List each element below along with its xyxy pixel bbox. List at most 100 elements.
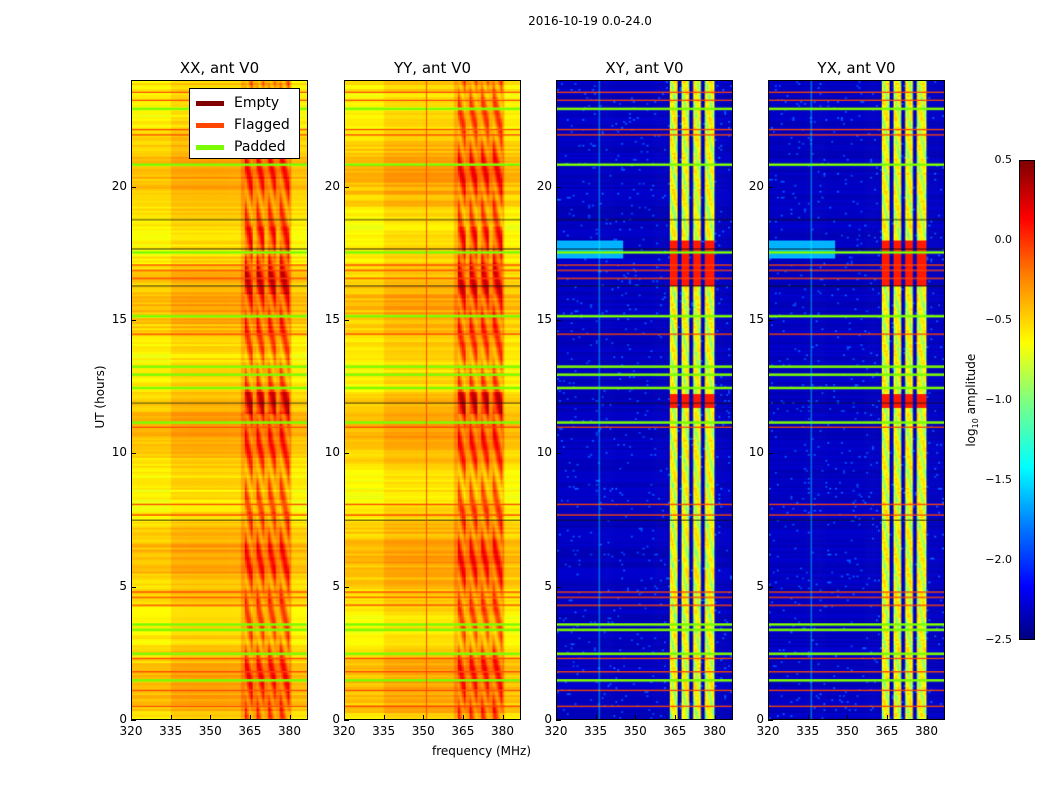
x-tick-label: 350 bbox=[411, 724, 435, 738]
y-tick-mark bbox=[131, 586, 136, 588]
heatmap-xx bbox=[132, 81, 307, 719]
x-tick-mark bbox=[462, 715, 464, 720]
x-tick-label: 380 bbox=[278, 724, 301, 738]
y-tick-label: 20 bbox=[536, 178, 552, 193]
y-tick-label: 5 bbox=[332, 578, 340, 593]
panel-yx: YX, ant V0 bbox=[768, 59, 945, 720]
legend: Empty Flagged Padded bbox=[189, 88, 300, 159]
panel-yy: YY, ant V0 bbox=[344, 59, 521, 720]
y-tick-mark bbox=[131, 186, 136, 188]
x-tick-mark bbox=[556, 715, 557, 720]
colorbar-tick-label: 0.5 bbox=[994, 153, 1013, 166]
legend-swatch bbox=[196, 144, 224, 150]
x-tick-mark bbox=[502, 715, 504, 720]
x-tick-label: 350 bbox=[835, 724, 859, 738]
x-tick-label: 335 bbox=[584, 724, 608, 738]
panel-title: YY, ant V0 bbox=[393, 59, 471, 77]
y-tick-label: 10 bbox=[748, 445, 764, 460]
y-tick-label: 15 bbox=[111, 312, 127, 326]
y-tick-mark bbox=[556, 720, 561, 721]
x-tick-mark bbox=[635, 715, 637, 720]
legend-swatch bbox=[196, 122, 224, 128]
y-tick-label: 20 bbox=[748, 178, 764, 193]
legend-item-padded: Padded bbox=[196, 136, 299, 158]
x-tick-mark bbox=[210, 715, 212, 720]
y-tick-label: 20 bbox=[324, 178, 340, 193]
x-tick-label: 380 bbox=[491, 724, 514, 738]
x-tick-label: 365 bbox=[238, 724, 262, 738]
y-tick-label: 5 bbox=[119, 578, 127, 593]
y-tick-mark bbox=[768, 586, 773, 588]
x-tick-label: 335 bbox=[372, 724, 396, 738]
panel-title: YX, ant V0 bbox=[817, 59, 896, 77]
y-axis-label: UT (hours) bbox=[93, 365, 107, 429]
x-tick-mark bbox=[249, 715, 251, 720]
x-tick-mark bbox=[674, 715, 676, 720]
x-tick-mark bbox=[847, 715, 849, 720]
y-tick-label: 15 bbox=[748, 312, 764, 326]
x-axis-label: frequency (MHz) bbox=[432, 744, 532, 758]
y-tick-label: 15 bbox=[324, 312, 340, 326]
y-tick-mark bbox=[556, 320, 561, 321]
y-tick-mark bbox=[556, 186, 561, 188]
y-tick-mark bbox=[556, 453, 561, 455]
x-tick-label: 320 bbox=[119, 724, 143, 738]
y-tick-label: 0 bbox=[119, 712, 127, 726]
x-tick-mark bbox=[131, 715, 132, 720]
x-tick-mark bbox=[383, 715, 385, 720]
colorbar bbox=[1019, 160, 1035, 640]
panel-title: XX, ant V0 bbox=[179, 59, 260, 77]
x-tick-label: 350 bbox=[623, 724, 647, 738]
x-tick-label: 365 bbox=[875, 724, 899, 738]
y-tick-label: 0 bbox=[544, 712, 552, 726]
y-tick-mark bbox=[768, 720, 773, 721]
y-tick-label: 0 bbox=[332, 712, 340, 726]
colorbar-tick-label: −0.5 bbox=[985, 313, 1012, 326]
y-tick-mark bbox=[344, 320, 349, 321]
x-tick-label: 365 bbox=[663, 724, 687, 738]
y-tick-label: 5 bbox=[756, 578, 764, 593]
x-tick-label: 320 bbox=[544, 724, 568, 738]
y-tick-mark bbox=[344, 453, 349, 455]
colorbar-tick-label: −2.0 bbox=[985, 553, 1012, 566]
y-tick-label: 0 bbox=[756, 712, 764, 726]
y-tick-mark bbox=[131, 453, 136, 455]
y-tick-label: 10 bbox=[111, 445, 127, 460]
x-tick-mark bbox=[807, 715, 809, 720]
x-tick-label: 380 bbox=[703, 724, 726, 738]
x-tick-mark bbox=[344, 715, 345, 720]
colorbar-tick-label: −1.0 bbox=[985, 393, 1012, 406]
x-tick-mark bbox=[289, 715, 291, 720]
y-tick-mark bbox=[344, 720, 349, 721]
legend-label: Padded bbox=[234, 139, 286, 155]
x-tick-mark bbox=[714, 715, 716, 720]
y-tick-label: 10 bbox=[324, 445, 340, 460]
y-tick-mark bbox=[344, 586, 349, 588]
x-tick-label: 335 bbox=[159, 724, 183, 738]
y-tick-mark bbox=[131, 320, 136, 321]
legend-swatch bbox=[196, 100, 224, 106]
y-tick-mark bbox=[768, 320, 773, 321]
x-tick-label: 335 bbox=[796, 724, 820, 738]
colorbar-tick-label: −1.5 bbox=[985, 473, 1012, 486]
colorbar-tick-label: 0.0 bbox=[994, 233, 1013, 246]
x-tick-mark bbox=[423, 715, 425, 720]
x-tick-mark bbox=[768, 715, 769, 720]
x-tick-label: 320 bbox=[332, 724, 356, 738]
legend-label: Empty bbox=[234, 95, 280, 111]
y-tick-mark bbox=[344, 186, 349, 188]
y-tick-mark bbox=[768, 186, 773, 188]
x-tick-mark bbox=[926, 715, 928, 720]
x-tick-mark bbox=[886, 715, 888, 720]
legend-item-empty: Empty bbox=[196, 92, 299, 114]
y-tick-mark bbox=[131, 720, 136, 721]
x-tick-label: 365 bbox=[451, 724, 475, 738]
y-tick-mark bbox=[768, 453, 773, 455]
y-tick-label: 10 bbox=[536, 445, 552, 460]
x-tick-mark bbox=[170, 715, 172, 720]
heatmap-xy bbox=[557, 81, 732, 719]
y-tick-label: 20 bbox=[111, 178, 127, 193]
panel-xx: XX, ant V0 bbox=[131, 59, 308, 720]
heatmap-yy bbox=[345, 81, 520, 719]
